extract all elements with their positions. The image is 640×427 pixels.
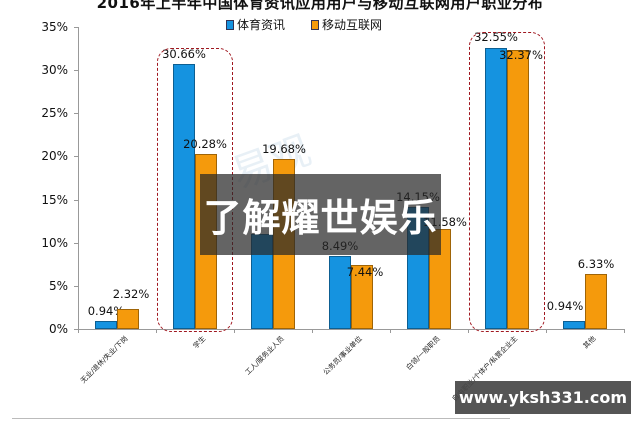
y-tick-label: 25%	[41, 106, 68, 121]
data-label: 6.33%	[577, 257, 615, 272]
data-label: 7.44%	[346, 264, 384, 279]
overlay-banner: 了解耀世娱乐	[200, 174, 441, 255]
y-axis	[78, 27, 79, 329]
chart-title: 2016年上半年中国体育资讯应用用户与移动互联网用户职业分布	[96, 0, 544, 12]
legend-item-sports-news: 体育资讯	[226, 16, 285, 33]
bar-mobile-internet	[507, 49, 529, 329]
bar-sports-news	[329, 255, 351, 329]
banner-text: 了解耀世娱乐	[203, 196, 438, 240]
y-tick-label: 0%	[48, 322, 68, 336]
y-tick-label: 35%	[41, 20, 68, 34]
data-label: 19.68%	[262, 142, 306, 157]
legend-label: 体育资讯	[237, 18, 286, 32]
bar-sports-news	[173, 64, 195, 329]
y-tick	[74, 113, 78, 115]
x-tick	[624, 329, 625, 333]
category-label: 无业/退休/失业/下岗	[79, 334, 130, 385]
data-label: 0.94%	[87, 303, 125, 318]
y-tick-label: 20%	[41, 149, 68, 164]
category-label: 公务员/事业单位	[321, 334, 364, 377]
category-label: 白领/一般职员	[404, 334, 442, 372]
url-watermark: www.yksh331.com	[455, 381, 631, 414]
data-label: 0.94%	[546, 298, 584, 313]
y-tick-label: 30%	[41, 63, 68, 78]
legend-item-mobile-internet: 移动互联网	[311, 16, 382, 33]
legend-swatch-orange-icon	[311, 19, 320, 30]
y-tick	[74, 285, 78, 287]
url-text: www.yksh331.com	[458, 388, 627, 407]
footer-divider	[12, 418, 510, 419]
bar-sports-news	[95, 320, 117, 329]
y-tick-label: 15%	[41, 192, 68, 207]
bar-sports-news	[563, 320, 585, 329]
y-tick-label: 10%	[41, 235, 68, 250]
highlight-box	[469, 32, 545, 332]
x-tick	[156, 329, 157, 333]
x-axis	[78, 329, 624, 330]
legend-label: 移动互联网	[322, 18, 383, 32]
x-tick	[468, 329, 469, 333]
x-tick	[390, 329, 391, 333]
category-label: 学生	[191, 334, 208, 351]
data-label: 20.28%	[183, 137, 227, 151]
y-tick-label: 5%	[48, 278, 68, 293]
y-tick	[74, 199, 78, 201]
data-label: 32.55%	[474, 30, 518, 45]
legend-swatch-blue-icon	[226, 19, 234, 30]
data-label: 32.37%	[499, 47, 543, 62]
x-tick	[312, 329, 313, 333]
bar-sports-news	[485, 48, 507, 329]
bar-mobile-internet	[117, 308, 139, 329]
y-tick	[74, 329, 78, 330]
bar-mobile-internet	[351, 264, 373, 329]
x-tick	[78, 329, 79, 333]
y-tick	[74, 156, 78, 158]
x-tick	[234, 329, 235, 333]
category-label: 其他	[581, 334, 598, 351]
category-label: 工人/服务业人员	[243, 334, 286, 377]
bar-mobile-internet	[585, 274, 607, 329]
legend: 体育资讯 移动互联网	[226, 16, 382, 33]
data-label: 2.32%	[112, 286, 150, 301]
y-tick	[74, 27, 78, 28]
y-tick	[74, 70, 78, 72]
y-tick	[74, 242, 78, 244]
x-tick	[546, 329, 547, 333]
data-label: 30.66%	[162, 47, 206, 62]
